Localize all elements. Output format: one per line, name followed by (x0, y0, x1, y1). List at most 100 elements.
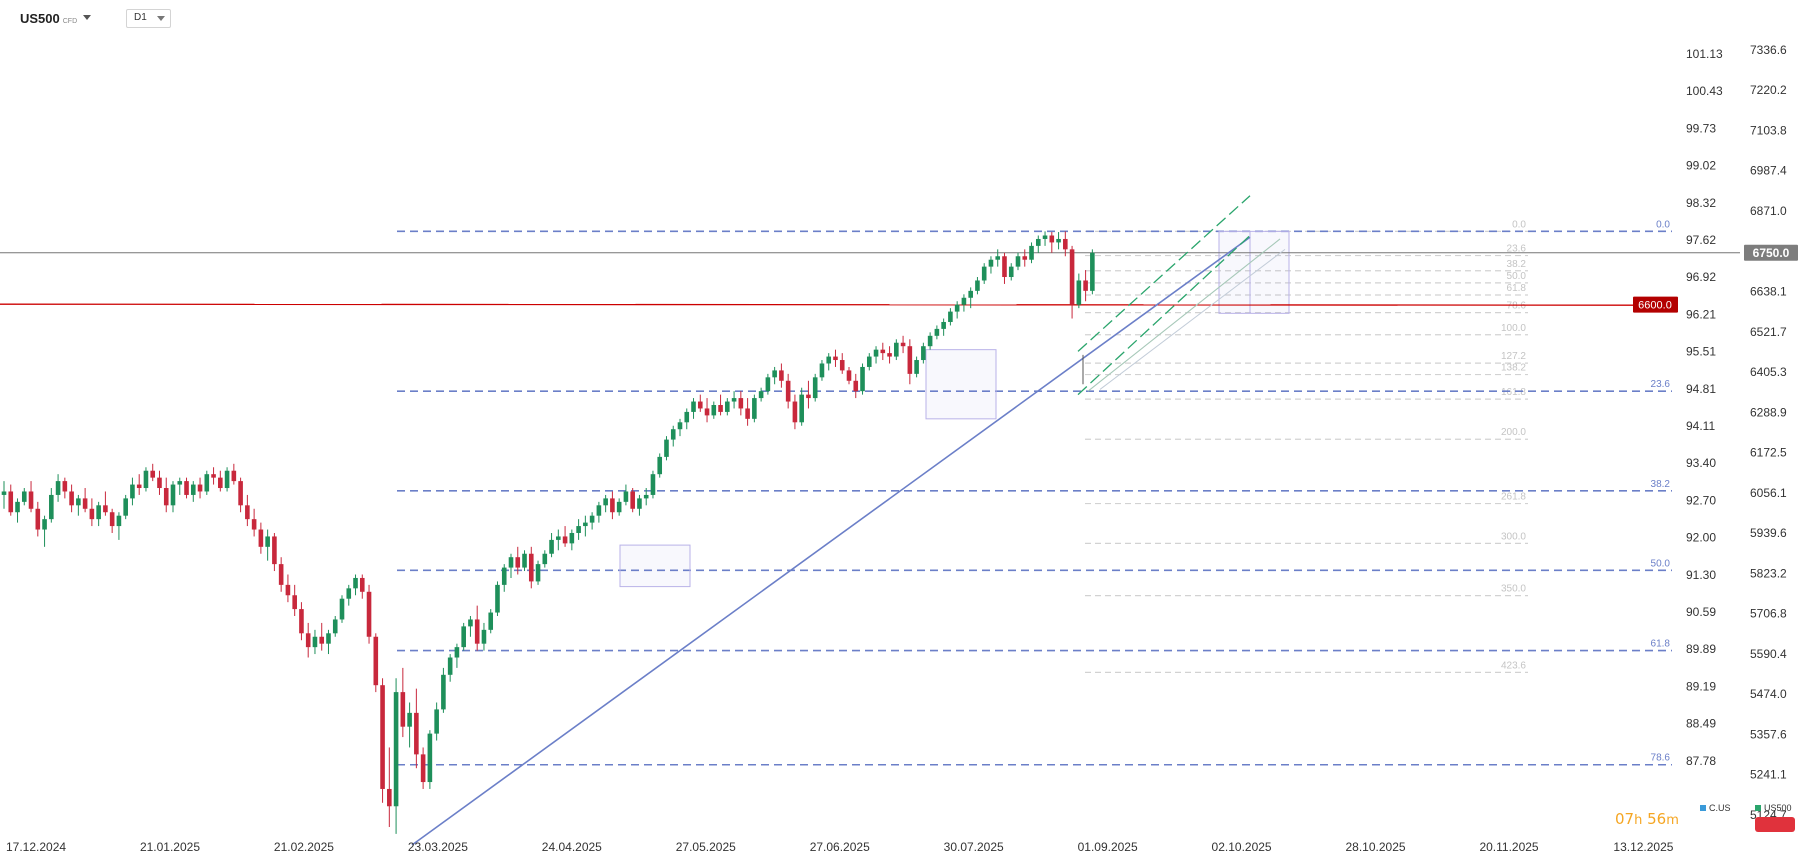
channel-lower (1077, 235, 1251, 396)
fib-ext-label: 423.6 (1501, 660, 1526, 671)
price-tick-label: 6288.9 (1750, 405, 1787, 419)
date-tick-label: 20.11.2025 (1479, 840, 1538, 854)
candle-body (136, 484, 142, 489)
secondary-tick-label: 92.70 (1686, 493, 1716, 507)
candle-body (948, 311, 953, 322)
candle-body (718, 405, 723, 412)
fib-ext-label: 300.0 (1501, 531, 1526, 542)
candle-body (319, 636, 325, 644)
timeframe-select[interactable]: D1 (126, 9, 171, 28)
candle-body (1056, 238, 1061, 243)
candle-body (380, 685, 385, 789)
candle-body (481, 629, 487, 644)
legend-item-us500[interactable]: US500 (1755, 803, 1792, 813)
candle-body (799, 394, 804, 423)
candle-body (731, 398, 737, 402)
price-tick-label: 7336.6 (1750, 43, 1787, 57)
sell-button[interactable] (1755, 817, 1795, 832)
channel-inner-2 (1099, 248, 1286, 390)
candle-body (711, 405, 717, 416)
candle-body (691, 401, 696, 412)
symbol-name: US500 (20, 11, 60, 26)
channel-inner (1087, 238, 1281, 392)
legend-item-cus[interactable]: C.US (1700, 803, 1731, 813)
legend-swatch (1700, 805, 1706, 811)
candle-body (515, 557, 521, 568)
candle-body (589, 515, 595, 523)
fib-ext-label: 100.0 (1501, 323, 1526, 334)
date-tick-label: 01.09.2025 (1078, 840, 1138, 854)
date-tick-label: 30.07.2025 (944, 840, 1004, 854)
candle-body (305, 633, 311, 648)
candle-body (1, 491, 7, 495)
price-tick-label: 6638.1 (1750, 285, 1787, 299)
candle-body (860, 366, 865, 392)
candle-body (968, 290, 973, 298)
candle-countdown: 07h 56m (1615, 810, 1679, 828)
candle-body (894, 342, 899, 357)
candle-body (8, 491, 14, 513)
candle-body (887, 353, 892, 357)
candle-body (245, 505, 250, 520)
candle-body (420, 754, 426, 783)
candle-body (508, 557, 514, 568)
symbol-dropdown-icon[interactable] (83, 15, 91, 20)
candle-body (96, 505, 101, 520)
secondary-tick-label: 101.13 (1686, 47, 1723, 61)
support-line (0, 303, 1641, 306)
candle-body (1015, 256, 1021, 267)
candle-body (312, 636, 318, 648)
price-tick-label: 6405.3 (1750, 365, 1787, 379)
candle-body (454, 647, 460, 658)
secondary-tick-label: 99.73 (1686, 121, 1716, 135)
candle-body (792, 401, 798, 423)
candle-body (677, 422, 683, 430)
candle-body (184, 481, 189, 495)
candle-body (630, 491, 635, 509)
candle-body (441, 674, 446, 710)
candle-body (359, 577, 365, 592)
symbol-selector[interactable]: US500 CFD (20, 11, 77, 26)
candle-body (806, 394, 811, 399)
secondary-tick-label: 96.92 (1686, 270, 1716, 284)
price-tick-label: 5474.0 (1750, 687, 1787, 701)
candle-body (76, 498, 81, 506)
candle-body (914, 360, 919, 374)
price-tick-label: 7103.8 (1750, 123, 1787, 137)
candle-body (265, 536, 270, 547)
secondary-tick-label: 91.30 (1686, 568, 1716, 582)
fib-ext-label: 23.6 (1507, 244, 1527, 255)
candle-body (988, 259, 994, 267)
candle-body (603, 498, 608, 506)
date-tick-label: 17.12.2024 (6, 840, 66, 854)
candle-body (643, 494, 649, 499)
price-tick-label: 5241.1 (1750, 768, 1787, 782)
candle-body (1002, 256, 1007, 278)
candle-body (353, 577, 358, 589)
candle-body (258, 529, 264, 547)
highlight-box (925, 349, 997, 420)
date-tick-label: 13.12.2025 (1613, 840, 1673, 854)
price-tick-label: 5706.8 (1750, 607, 1787, 621)
candle-body (190, 484, 196, 495)
candle-body (414, 712, 419, 755)
secondary-tick-label: 90.59 (1686, 605, 1716, 619)
date-tick-label: 27.05.2025 (676, 840, 736, 854)
candle-body (238, 481, 243, 506)
candle-body (556, 536, 561, 540)
candle-body (468, 619, 473, 627)
date-tick-label: 21.01.2025 (140, 840, 200, 854)
candle-body (833, 356, 838, 361)
candle-body (745, 408, 750, 419)
candle-body (1076, 280, 1082, 305)
candle-body (272, 536, 277, 565)
candle-body (1069, 249, 1075, 305)
candle-body (346, 588, 352, 599)
fib-ext-label: 78.6 (1507, 301, 1527, 312)
candle-body (1035, 238, 1041, 246)
secondary-tick-label: 94.81 (1686, 382, 1716, 396)
date-tick-label: 28.10.2025 (1346, 840, 1406, 854)
candle-body (116, 515, 122, 527)
fib-ext-label: 261.8 (1501, 492, 1526, 503)
